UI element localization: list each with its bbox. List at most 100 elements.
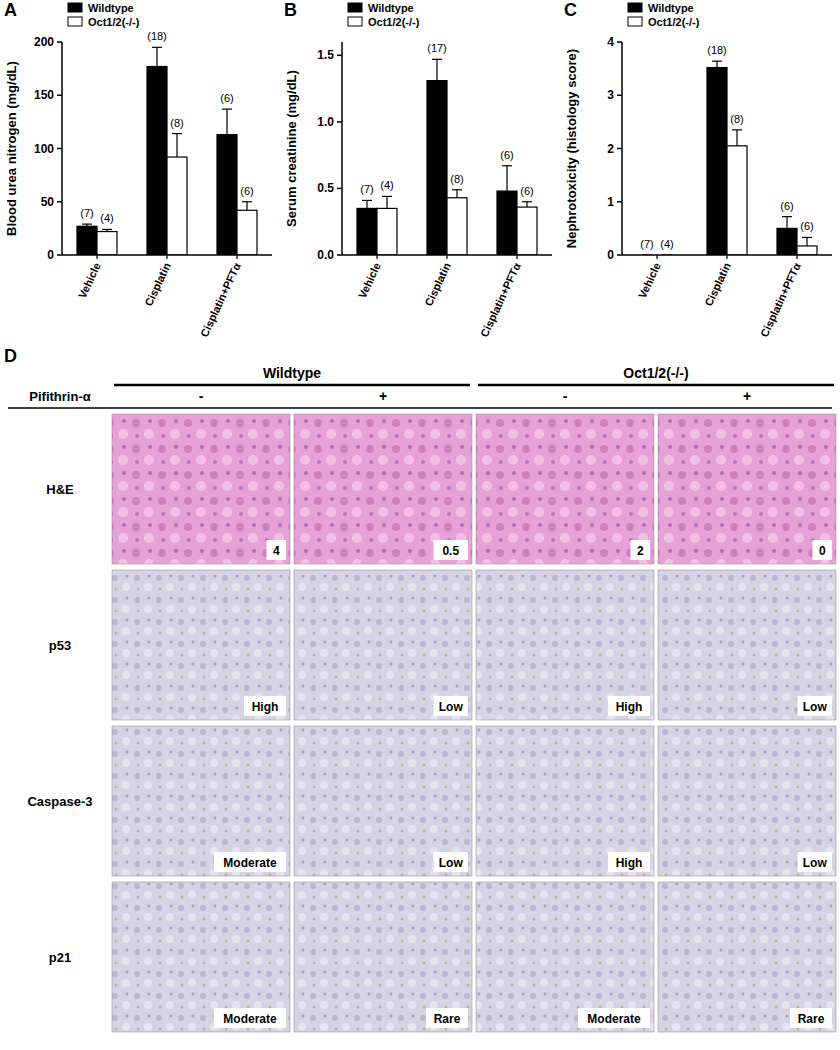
bar bbox=[797, 246, 817, 255]
group-rule bbox=[114, 384, 470, 387]
label-box bbox=[214, 852, 286, 872]
micrograph-label: Low bbox=[439, 856, 464, 870]
micrograph bbox=[476, 726, 654, 876]
chart-panel: BSerum creatinine (mg/dL)0.00.51.01.5(7)… bbox=[284, 0, 552, 339]
treatment-level: - bbox=[199, 388, 204, 404]
category-label: Vehicle bbox=[356, 261, 383, 300]
legend-swatch bbox=[68, 3, 82, 12]
treatment-level: + bbox=[743, 388, 751, 404]
error-bar bbox=[732, 130, 742, 146]
n-label: (8) bbox=[730, 113, 743, 125]
x-tick bbox=[166, 255, 167, 259]
legend-label: Wildtype bbox=[88, 2, 134, 14]
error-bar bbox=[152, 47, 162, 66]
micrograph-label: Low bbox=[803, 700, 828, 714]
bar bbox=[517, 207, 537, 255]
tick-label: 2 bbox=[607, 142, 614, 156]
y-axis bbox=[341, 42, 343, 255]
legend-swatch bbox=[628, 3, 642, 12]
chart-panel: CNephrotoxicity (histology score)01234(7… bbox=[564, 0, 832, 339]
legend-swatch bbox=[348, 17, 362, 26]
bar bbox=[217, 135, 237, 255]
category-label: Cisplatin+PFTα bbox=[478, 261, 523, 339]
panel-letter: D bbox=[4, 346, 17, 366]
micrograph bbox=[658, 882, 836, 1032]
label-box bbox=[790, 1008, 832, 1028]
n-label: (7) bbox=[80, 207, 93, 219]
micrograph-label: 4 bbox=[273, 544, 280, 558]
micrograph bbox=[112, 570, 290, 720]
tick-label: 100 bbox=[34, 142, 54, 156]
n-labels: (7) (18) (6) (4) (8) (6) bbox=[80, 30, 253, 224]
x-tick bbox=[96, 255, 97, 259]
n-label: (4) bbox=[380, 179, 393, 191]
micrograph-label: High bbox=[616, 700, 643, 714]
micrograph-label: 0 bbox=[819, 544, 826, 558]
error-bar bbox=[782, 217, 792, 229]
tick-label: 150 bbox=[34, 88, 54, 102]
x-tick bbox=[236, 255, 237, 259]
category-label: Vehicle bbox=[76, 261, 103, 300]
panel-letter: A bbox=[4, 0, 17, 20]
error-bar bbox=[222, 109, 232, 135]
legend-label: Oct1/2(-/-) bbox=[648, 16, 700, 28]
label-box bbox=[244, 696, 286, 716]
micrograph bbox=[294, 570, 472, 720]
histology-panel: DWildtypeOct1/2(-/-)Pifithrin-α-+-+H&E40… bbox=[4, 346, 836, 1032]
micrograph-label: 2 bbox=[637, 544, 644, 558]
plot-area bbox=[77, 47, 257, 255]
y-axis bbox=[621, 42, 623, 255]
label-box bbox=[434, 540, 469, 560]
x-tick bbox=[656, 255, 657, 259]
n-label: (8) bbox=[170, 117, 183, 129]
category-label: Cisplatin bbox=[702, 261, 733, 308]
label-box bbox=[267, 540, 287, 560]
row-label: H&E bbox=[46, 482, 74, 497]
group-label: Oct1/2(-/-) bbox=[623, 365, 688, 381]
n-labels: (7)(18)(6)(4)(8)(6) bbox=[640, 44, 813, 250]
label-box bbox=[434, 696, 469, 716]
row-label: p53 bbox=[49, 638, 71, 653]
group-label: Wildtype bbox=[263, 365, 321, 381]
axis-title: Nephrotoxicity (histology score) bbox=[564, 49, 579, 248]
micrograph-label: Moderate bbox=[223, 856, 277, 870]
error-bar bbox=[172, 134, 182, 157]
micrograph bbox=[476, 414, 654, 564]
plot-area bbox=[642, 61, 817, 255]
tick-label: 1.5 bbox=[317, 48, 334, 62]
micrograph bbox=[112, 882, 290, 1032]
micrograph bbox=[112, 414, 290, 564]
legend-label: Oct1/2(-/-) bbox=[88, 16, 140, 28]
row-label: p21 bbox=[49, 950, 71, 965]
legend-swatch bbox=[628, 17, 642, 26]
tick-label: 200 bbox=[34, 35, 54, 49]
error-bar bbox=[452, 190, 462, 198]
n-label: (18) bbox=[147, 30, 167, 42]
micrograph-label: High bbox=[616, 856, 643, 870]
n-label: (6) bbox=[220, 92, 233, 104]
bar bbox=[167, 157, 187, 255]
n-label: (4) bbox=[660, 238, 673, 250]
n-label: (4) bbox=[100, 212, 113, 224]
axis-title: Serum creatinine (mg/dL) bbox=[284, 70, 299, 227]
n-label: (6) bbox=[240, 185, 253, 197]
y-axis bbox=[61, 42, 63, 255]
tick-label: 4 bbox=[607, 35, 614, 49]
micrograph bbox=[294, 414, 472, 564]
error-bar bbox=[242, 202, 252, 211]
x-tick bbox=[796, 255, 797, 259]
legend-swatch bbox=[68, 17, 82, 26]
category-label: Vehicle bbox=[636, 261, 663, 300]
micrograph-label: Low bbox=[803, 856, 828, 870]
tick-label: 1.0 bbox=[317, 115, 334, 129]
label-box bbox=[578, 1008, 650, 1028]
micrograph-label: High bbox=[252, 700, 279, 714]
legend-swatch bbox=[348, 3, 362, 12]
tick-label: 0.0 bbox=[317, 248, 334, 262]
micrograph-label: 0.5 bbox=[442, 544, 459, 558]
micrograph-label: Rare bbox=[798, 1012, 825, 1026]
micrograph bbox=[294, 882, 472, 1032]
bar bbox=[357, 208, 377, 255]
micrograph-label: Moderate bbox=[223, 1012, 277, 1026]
error-bar bbox=[522, 202, 532, 207]
